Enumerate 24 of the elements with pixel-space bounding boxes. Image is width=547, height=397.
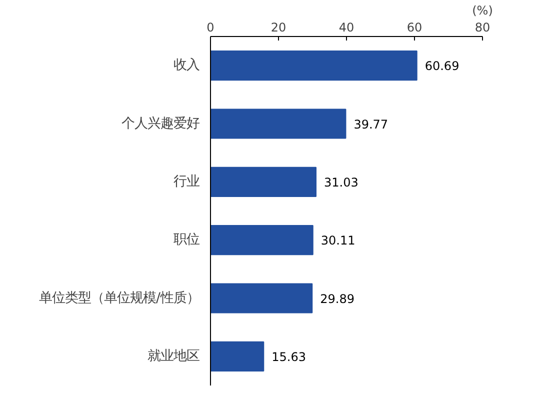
y-tick-label: 就业地区 [148, 348, 200, 364]
data-label: 39.77 [354, 117, 388, 132]
bar [210, 166, 316, 197]
y-tick-label: 行业 [174, 174, 200, 190]
x-tick-label: 80 [474, 20, 490, 34]
x-axis-title: (%) [472, 4, 493, 18]
data-label: 60.69 [424, 59, 460, 74]
data-label: 15.63 [272, 350, 306, 364]
x-tick-label: 0 [206, 20, 214, 34]
bar [210, 341, 264, 372]
bar [210, 225, 314, 256]
y-tick-label: 收入 [174, 58, 200, 74]
x-tick-label: 40 [338, 20, 354, 34]
x-tick-label: 60 [406, 20, 422, 34]
y-tick-label: 个人兴趣爱好 [122, 116, 200, 132]
data-label: 30.11 [320, 234, 356, 248]
x-tick-label: 20 [270, 20, 286, 34]
bar [210, 50, 418, 81]
data-label: 31.03 [324, 175, 358, 190]
bar [210, 108, 346, 139]
y-tick-label: 职位 [174, 232, 200, 248]
data-label: 29.89 [320, 292, 354, 306]
y-tick-label: 单位类型（单位规模/性质） [39, 290, 200, 306]
bar [210, 283, 313, 314]
